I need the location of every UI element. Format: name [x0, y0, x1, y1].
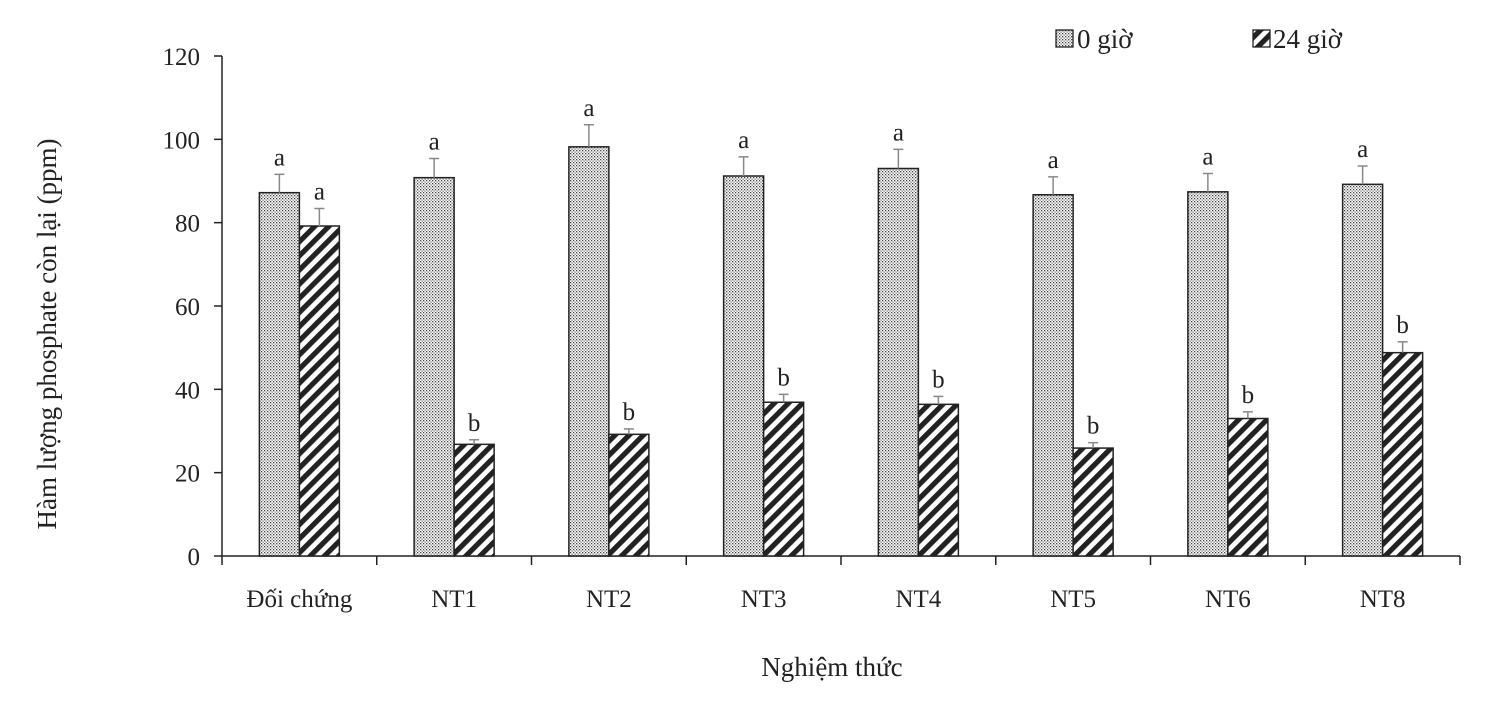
significance-label: a [893, 119, 904, 146]
bars: a a a a a a a a a b b b b b b b [258, 95, 1424, 557]
bar-0h [877, 167, 920, 557]
bar-24h [453, 443, 495, 557]
bar-24h [1381, 351, 1424, 557]
x-tick-label: NT1 [431, 586, 477, 613]
axes: 0 20 40 60 80 100 120 Đối chứng NT1 NT2 NT3 NT4 NT5 N… [163, 44, 1461, 613]
significance-label: b [932, 366, 945, 393]
legend-label-24h: 24 giờ [1273, 24, 1343, 54]
significance-label: b [468, 410, 481, 437]
x-tick-label: NT2 [586, 586, 632, 613]
significance-label: a [314, 179, 325, 206]
legend: 0 giờ 24 giờ [1055, 24, 1343, 54]
bar-0h [568, 146, 610, 557]
significance-label: b [1242, 382, 1255, 409]
significance-label: b [623, 399, 636, 426]
legend-label-0h: 0 giờ [1077, 24, 1133, 54]
y-tick-label: 0 [188, 544, 201, 571]
significance-label: a [1202, 144, 1213, 171]
x-axis-title: Nghiệm thức [761, 652, 902, 682]
x-tick-label: Đối chứng [246, 586, 352, 613]
y-tick-label: 40 [175, 377, 200, 404]
bar-0h [1187, 191, 1229, 557]
y-tick-label: 60 [175, 294, 200, 321]
y-tick-label: 120 [163, 44, 201, 71]
significance-label: a [274, 144, 285, 171]
legend-swatch-24h [1252, 29, 1271, 48]
y-tick-label: 100 [163, 127, 201, 154]
bar-24h [608, 433, 650, 557]
legend-swatch-0h [1055, 29, 1074, 48]
y-tick-label: 80 [175, 211, 200, 238]
bar-24h [1072, 447, 1114, 557]
significance-label: b [1087, 413, 1100, 440]
significance-label: b [1396, 312, 1409, 339]
x-tick-label: NT3 [741, 586, 787, 613]
bar-0h [1032, 194, 1074, 557]
x-tick-label: NT8 [1360, 586, 1406, 613]
significance-label: a [1357, 136, 1368, 163]
y-tick-label: 20 [175, 461, 200, 488]
y-axis-title: Hàm lượng phosphate còn lại (ppm) [32, 138, 62, 529]
bar-0h [258, 191, 301, 557]
bar-0h [722, 175, 765, 557]
significance-label: a [1048, 147, 1059, 174]
significance-label: b [777, 364, 790, 391]
significance-label: a [738, 127, 749, 154]
bar-24h [762, 401, 805, 557]
bar-0h [413, 176, 455, 557]
x-tick-label: NT6 [1205, 586, 1251, 613]
x-tick-label: NT5 [1050, 586, 1096, 613]
significance-label: a [429, 129, 440, 156]
bar-0h [1341, 183, 1384, 557]
significance-label: a [583, 95, 594, 122]
x-tick-label: NT4 [895, 586, 941, 613]
bar-24h [298, 225, 341, 557]
bar-24h [1227, 417, 1269, 557]
bar-24h [917, 403, 960, 557]
